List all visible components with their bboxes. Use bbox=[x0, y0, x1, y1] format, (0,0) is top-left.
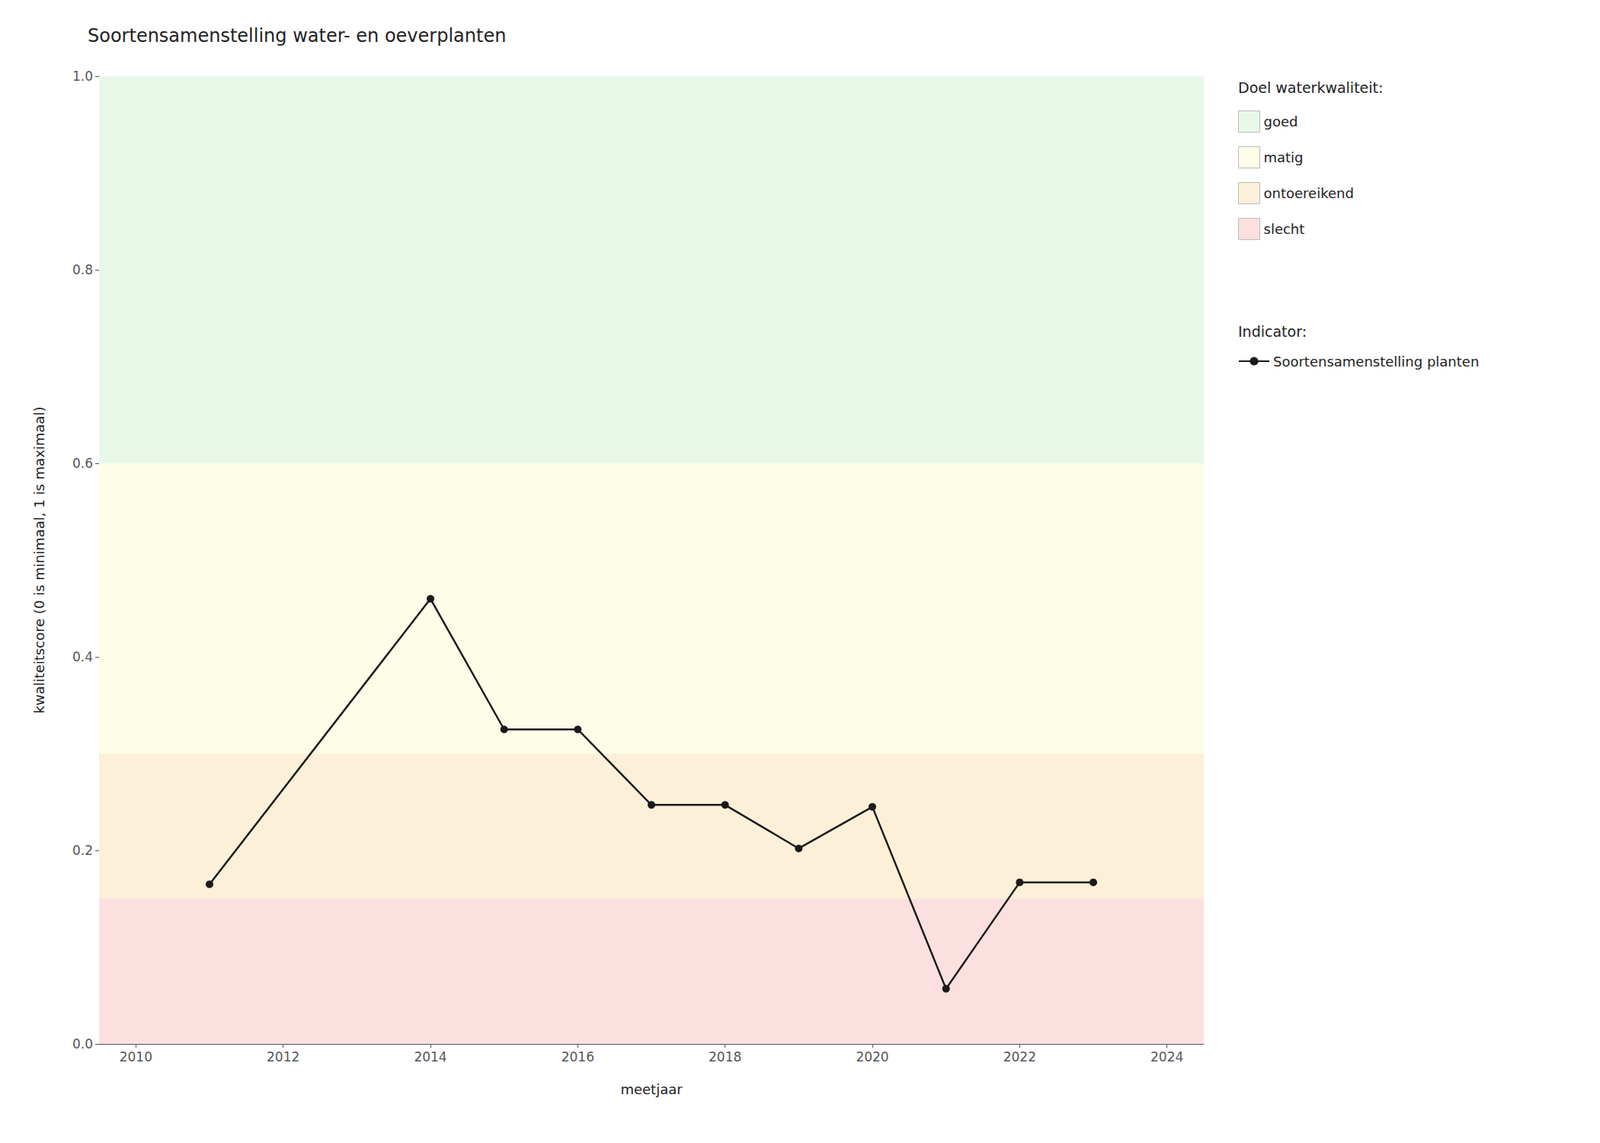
svg-text:matig: matig bbox=[1264, 149, 1304, 166]
svg-text:2010: 2010 bbox=[119, 1049, 153, 1065]
svg-text:2022: 2022 bbox=[1003, 1049, 1037, 1065]
svg-text:0.4: 0.4 bbox=[72, 649, 93, 665]
svg-text:Indicator:: Indicator: bbox=[1238, 323, 1307, 340]
svg-text:goed: goed bbox=[1264, 113, 1299, 130]
svg-text:0.2: 0.2 bbox=[72, 842, 93, 858]
svg-text:Doel waterkwaliteit:: Doel waterkwaliteit: bbox=[1238, 79, 1383, 96]
svg-text:ontoereikend: ontoereikend bbox=[1264, 185, 1354, 202]
svg-text:meetjaar: meetjaar bbox=[620, 1081, 683, 1098]
svg-text:0.8: 0.8 bbox=[72, 262, 93, 278]
svg-text:0.0: 0.0 bbox=[72, 1036, 93, 1052]
svg-text:Soortensamenstelling water- en: Soortensamenstelling water- en oeverplan… bbox=[87, 25, 506, 47]
svg-text:2024: 2024 bbox=[1150, 1049, 1184, 1065]
svg-text:slecht: slecht bbox=[1264, 220, 1306, 237]
svg-text:2018: 2018 bbox=[708, 1049, 742, 1065]
svg-text:kwaliteitscore (0 is minimaal,: kwaliteitscore (0 is minimaal, 1 is maxi… bbox=[31, 406, 48, 714]
svg-text:1.0: 1.0 bbox=[72, 68, 93, 84]
svg-text:Soortensamenstelling planten: Soortensamenstelling planten bbox=[1273, 353, 1479, 370]
svg-text:2012: 2012 bbox=[266, 1049, 300, 1065]
svg-text:2020: 2020 bbox=[855, 1049, 889, 1065]
svg-text:2016: 2016 bbox=[561, 1049, 595, 1065]
svg-text:0.6: 0.6 bbox=[72, 455, 93, 471]
svg-text:2014: 2014 bbox=[413, 1049, 447, 1065]
